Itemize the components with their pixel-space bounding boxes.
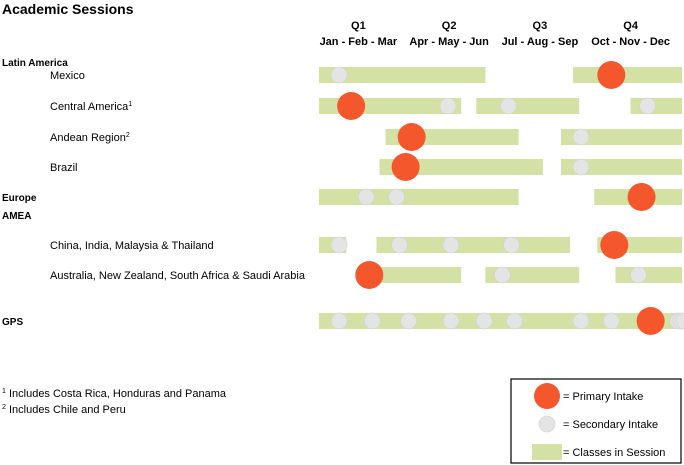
- secondary-intake-marker: [494, 266, 511, 284]
- primary-intake-marker: [636, 307, 665, 335]
- quarter-label: Q4: [623, 20, 639, 32]
- footnote: 2 Includes Chile and Peru: [2, 404, 126, 416]
- session-bar: [573, 67, 682, 83]
- secondary-intake-marker: [572, 128, 590, 146]
- row-label: AMEA: [2, 211, 31, 222]
- secondary-intake-marker: [442, 236, 460, 254]
- session-bar: [319, 189, 519, 205]
- secondary-intake-marker: [364, 312, 381, 330]
- primary-intake-marker: [337, 92, 366, 120]
- row-label: Australia, New Zealand, South Africa & S…: [50, 270, 306, 282]
- session-bar: [615, 267, 682, 283]
- secondary-intake-marker: [572, 158, 590, 176]
- quarter-label: Q1: [351, 20, 366, 32]
- session-bar: [476, 98, 580, 114]
- legend-primary-marker: [534, 383, 560, 409]
- legend-session-swatch: [532, 444, 562, 460]
- secondary-intake-marker: [330, 236, 348, 254]
- quarter-months: Jul - Aug - Sep: [502, 36, 579, 48]
- primary-intake-marker: [391, 153, 420, 181]
- row-label: Latin America: [2, 58, 68, 69]
- primary-intake-marker: [600, 231, 629, 259]
- row-label: GPS: [2, 317, 23, 328]
- row-label: Mexico: [50, 70, 85, 82]
- secondary-intake-marker: [330, 312, 348, 330]
- secondary-intake-marker: [442, 312, 460, 330]
- primary-intake-marker: [597, 61, 626, 89]
- footnote: 1 Includes Costa Rica, Honduras and Pana…: [2, 388, 227, 400]
- legend-label: = Secondary Intake: [563, 419, 658, 431]
- primary-intake-marker: [355, 261, 384, 289]
- secondary-intake-marker: [330, 66, 348, 84]
- secondary-intake-marker: [475, 312, 493, 330]
- secondary-intake-marker: [500, 97, 517, 115]
- legend-label: = Primary Intake: [563, 391, 643, 403]
- primary-intake-marker: [397, 123, 426, 151]
- secondary-intake-marker: [388, 188, 405, 206]
- row-label: Central America1: [50, 101, 132, 113]
- row-label: Brazil: [50, 162, 78, 174]
- row-label: Andean Region2: [50, 132, 130, 144]
- secondary-intake-marker: [639, 97, 656, 115]
- secondary-intake-marker: [391, 236, 408, 254]
- primary-intake-marker: [627, 183, 656, 211]
- session-bar: [630, 98, 682, 114]
- chart-title: Academic Sessions: [2, 1, 134, 17]
- quarter-label: Q3: [533, 20, 548, 32]
- session-bar: [376, 237, 571, 253]
- secondary-intake-marker: [358, 188, 375, 206]
- row-label: Europe: [2, 193, 37, 204]
- session-bar: [561, 129, 682, 145]
- legend-secondary-marker: [538, 415, 556, 433]
- quarter-label: Q2: [442, 20, 457, 32]
- session-bar: [319, 67, 486, 83]
- quarter-months: Oct - Nov - Dec: [591, 36, 670, 48]
- secondary-intake-marker: [572, 312, 590, 330]
- secondary-intake-marker: [439, 97, 457, 115]
- secondary-intake-marker: [630, 266, 647, 284]
- secondary-intake-marker: [400, 312, 417, 330]
- secondary-intake-marker: [603, 312, 620, 330]
- chart-body: Q1 Jan - Feb - Mar Q2 Apr - May - Jun Q3 Jul …: [2, 20, 684, 464]
- session-bar: [561, 159, 682, 175]
- quarter-months: Apr - May - Jun: [409, 36, 489, 48]
- legend-label: = Classes in Session: [563, 447, 665, 459]
- quarter-months: Jan - Feb - Mar: [320, 36, 398, 48]
- session-bar: [379, 159, 543, 175]
- secondary-intake-marker: [506, 312, 523, 330]
- session-bar: [364, 267, 462, 283]
- row-label: China, India, Malaysia & Thailand: [50, 240, 214, 252]
- secondary-intake-marker: [503, 236, 520, 254]
